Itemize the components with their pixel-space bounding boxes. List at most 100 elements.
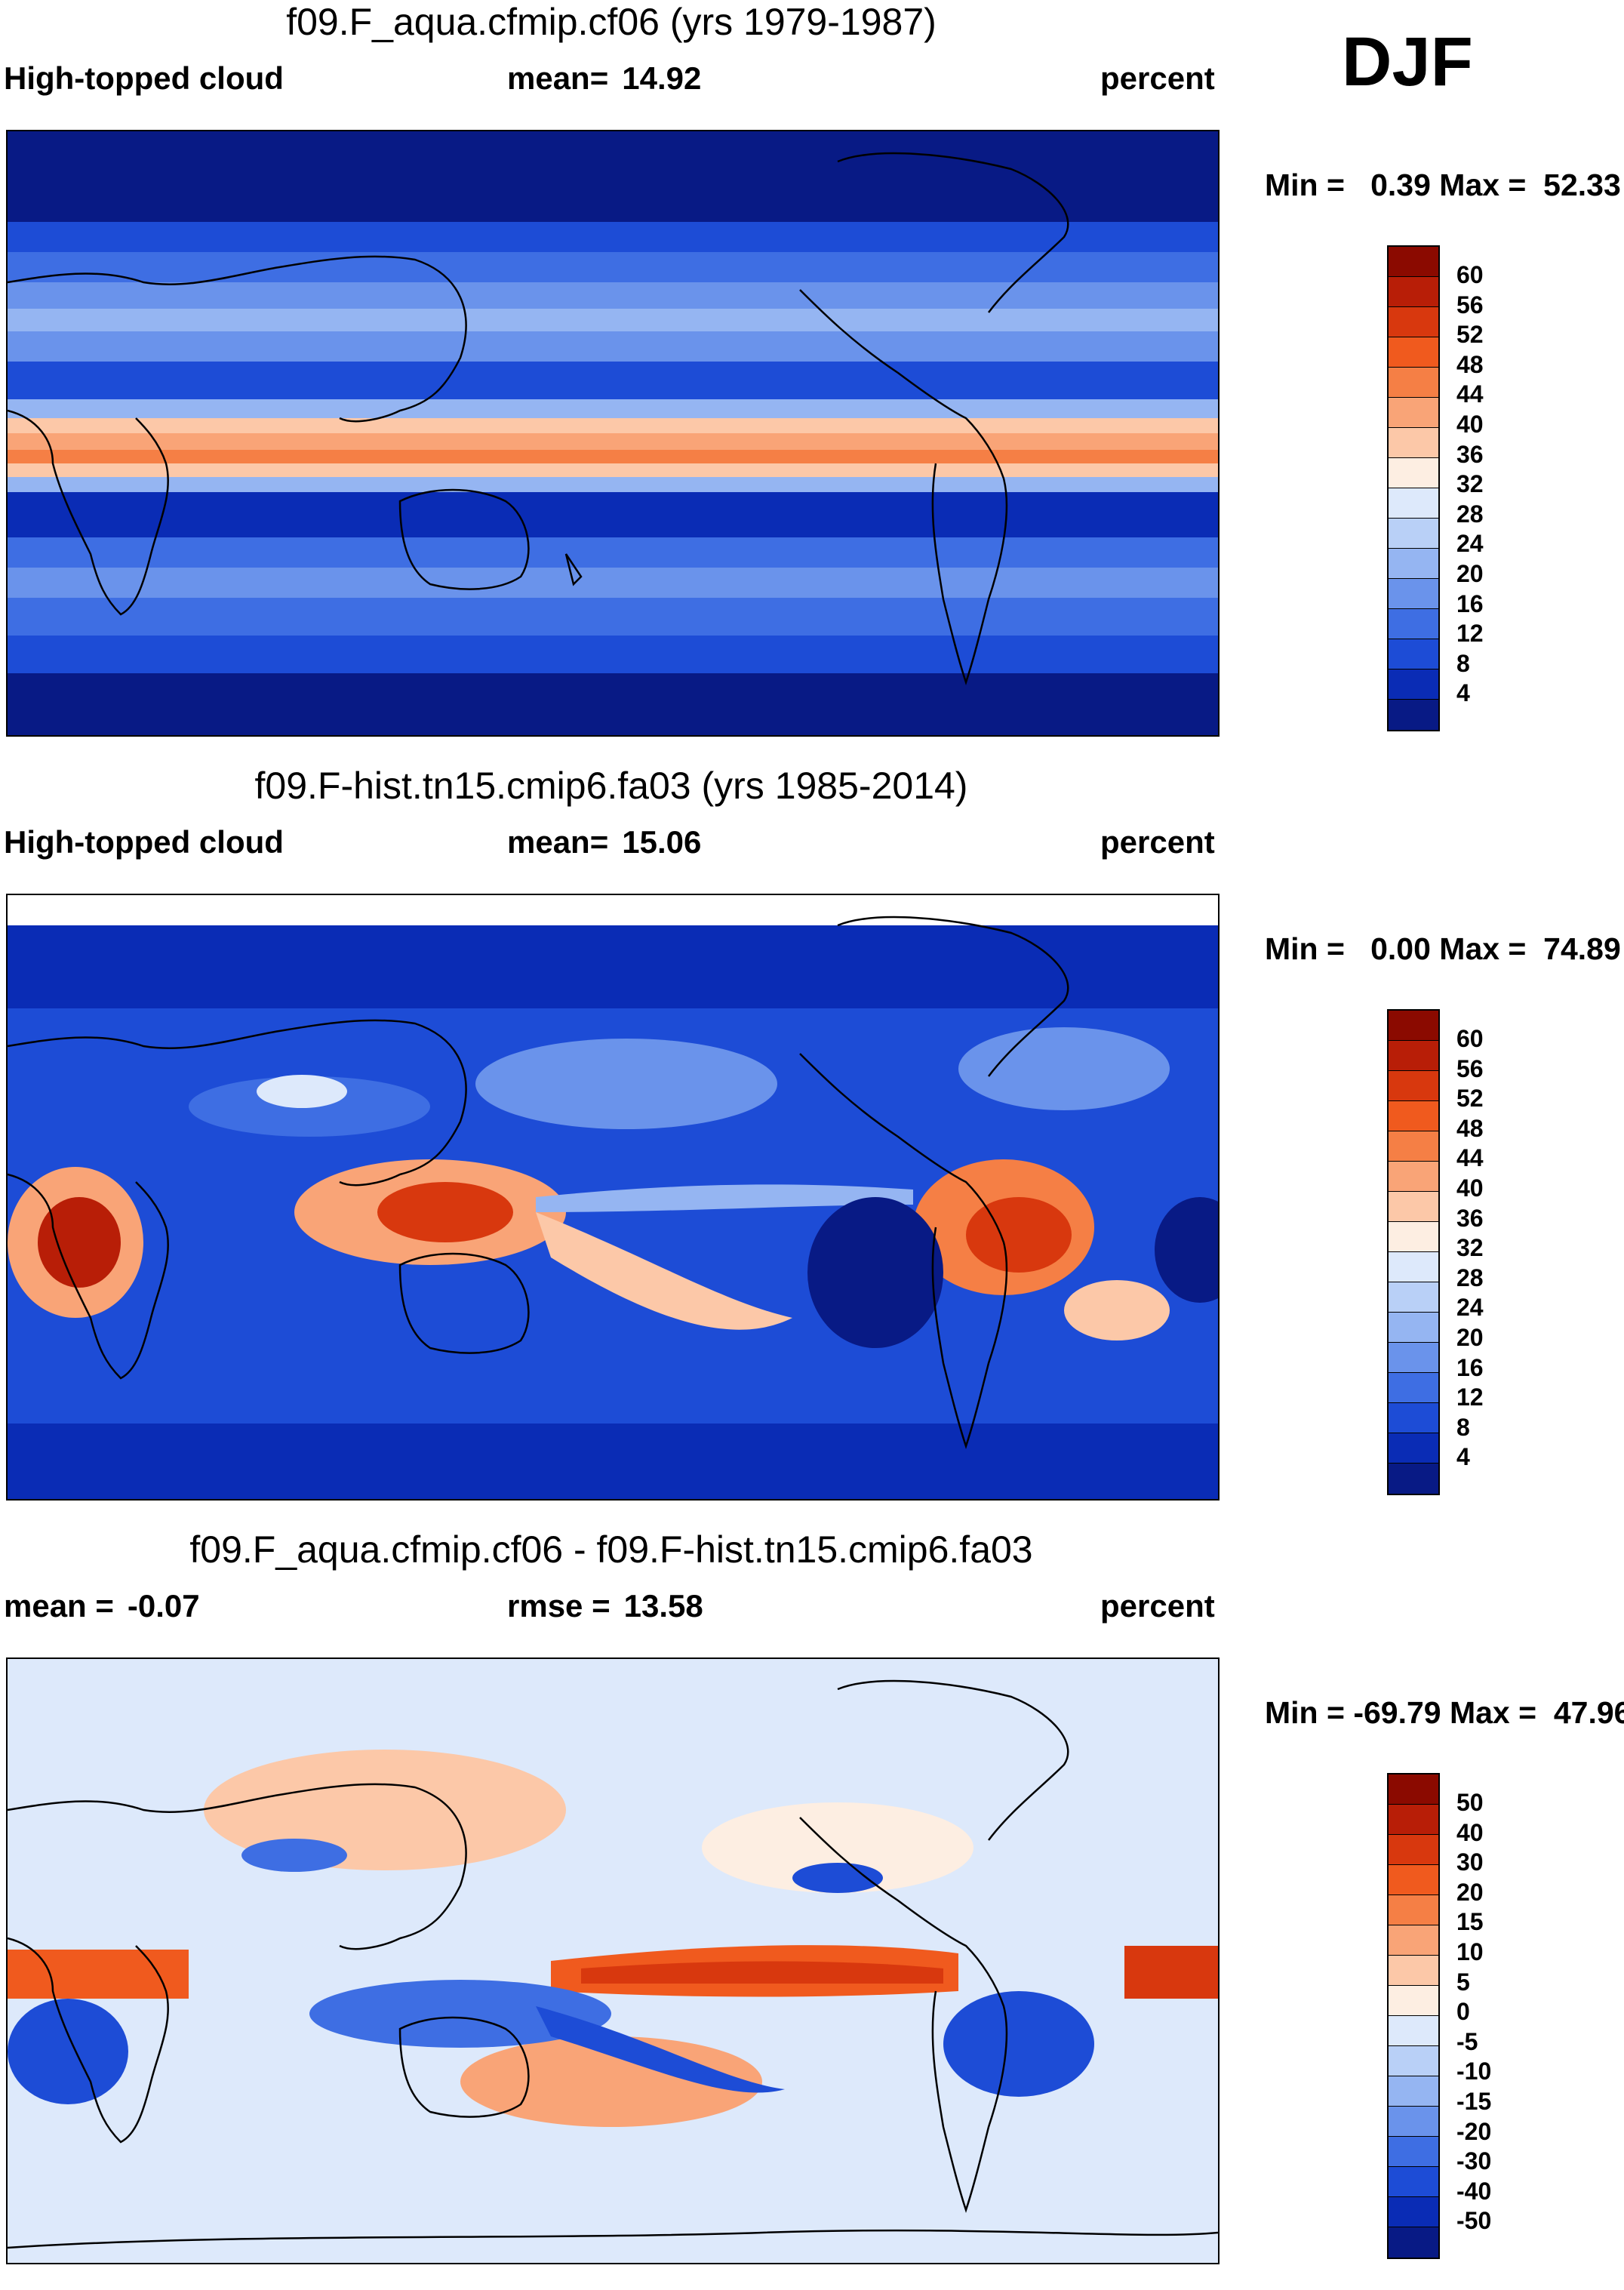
colorbar-swatch xyxy=(1389,549,1438,579)
colorbar-swatch xyxy=(1389,669,1438,700)
colorbar-swatch xyxy=(1389,2227,1438,2258)
band xyxy=(8,331,1218,362)
band xyxy=(8,537,1218,568)
colorbar-swatch xyxy=(1389,1222,1438,1252)
colorbar-swatch xyxy=(1389,1252,1438,1282)
africa-deficit xyxy=(8,1999,128,2104)
atlantic-storm-track xyxy=(958,1027,1170,1110)
map-plot xyxy=(6,130,1220,737)
colorbar-swatch xyxy=(1389,2137,1438,2167)
colorbar xyxy=(1387,1773,1440,2259)
colorbar-swatch xyxy=(1389,307,1438,337)
band xyxy=(8,492,1218,537)
panel-title: f09.F_aqua.cfmip.cf06 (yrs 1979-1987) xyxy=(286,1,937,43)
colorbar-swatch xyxy=(1389,1986,1438,2016)
band xyxy=(8,477,1218,492)
colorbar-swatch xyxy=(1389,609,1438,639)
colorbar-tick-label: -20 xyxy=(1456,2117,1492,2145)
colorbar-tick-label: 56 xyxy=(1456,1054,1484,1082)
colorbar-swatch xyxy=(1389,519,1438,549)
min-max-label: Min = 0.39 Max = 52.33 xyxy=(1265,168,1621,202)
colorbar-tick-label: -30 xyxy=(1456,2147,1492,2175)
tick-spacer xyxy=(1456,1009,1484,1024)
colorbar-swatch xyxy=(1389,1925,1438,1956)
colorbar-swatch xyxy=(1389,579,1438,609)
colorbar-tick-label: 20 xyxy=(1456,559,1484,587)
coast-americas xyxy=(799,1053,1008,1449)
coast-eurasia xyxy=(8,255,467,423)
units-label: percent xyxy=(1100,824,1215,860)
colorbar-ticks: 50 40 30 20 15 10 5 0 -5 -10 -15 -20 -30 -40 -50 xyxy=(1456,1773,1491,2236)
band xyxy=(8,636,1218,673)
mean-value: -0.07 xyxy=(127,1588,200,1624)
band-itcz xyxy=(8,433,1218,450)
coast-greenland xyxy=(837,1679,1069,1841)
colorbar-tick-label: 50 xyxy=(1456,1789,1484,1816)
sacz xyxy=(1064,1280,1170,1340)
band-itcz-core xyxy=(8,450,1218,463)
colorbar-tick-label: 48 xyxy=(1456,350,1484,378)
colorbar-tick-label: 5 xyxy=(1456,1968,1470,1996)
colorbar-tick-label: 4 xyxy=(1456,1443,1470,1471)
colorbar-swatch xyxy=(1389,639,1438,669)
colorbar-swatch xyxy=(1389,1835,1438,1865)
colorbar-tick-label: 12 xyxy=(1456,620,1484,648)
colorbar-tick-label: 28 xyxy=(1456,500,1484,528)
colorbar-swatch xyxy=(1389,2107,1438,2137)
colorbar-swatch xyxy=(1389,1895,1438,1925)
colorbar-swatch xyxy=(1389,277,1438,307)
mean-label: mean= xyxy=(507,60,609,96)
mean-stat: mean = -0.07 xyxy=(4,1588,200,1624)
colorbar-tick-label: 36 xyxy=(1456,1204,1484,1232)
colorbar-tick-label: -5 xyxy=(1456,2027,1478,2055)
band-polar-north xyxy=(8,131,1218,222)
map-svg xyxy=(8,1659,1218,2263)
coast-eurasia xyxy=(8,1019,467,1187)
pacific-storm-track xyxy=(475,1039,777,1129)
colorbar-swatch xyxy=(1389,458,1438,488)
colorbar-tick-label: 52 xyxy=(1456,1085,1484,1113)
map-svg xyxy=(8,131,1218,735)
coastlines xyxy=(8,152,1069,685)
colorbar-swatch xyxy=(1389,1011,1438,1041)
coast-africa xyxy=(8,409,169,616)
colorbar-tick-label: -15 xyxy=(1456,2087,1492,2115)
colorbar-tick-label: 40 xyxy=(1456,1174,1484,1202)
colorbar xyxy=(1387,1009,1440,1495)
colorbar-ticks: 60 56 52 48 44 40 36 32 28 24 20 16 12 8 4 xyxy=(1456,245,1484,709)
colorbar-tick-label: 16 xyxy=(1456,589,1484,617)
atlantic-east-excess xyxy=(1124,1946,1218,1999)
map-plot xyxy=(6,894,1220,1501)
min-max-label: Min = 0.00 Max = 74.89 xyxy=(1265,931,1621,966)
colorbar-tick-label: 12 xyxy=(1456,1384,1484,1411)
colorbar-tick-label: 4 xyxy=(1456,679,1470,707)
colorbar-tick-label: 30 xyxy=(1456,1848,1484,1876)
units-label: percent xyxy=(1100,1588,1215,1624)
rmse-value: 13.58 xyxy=(623,1588,703,1624)
band xyxy=(8,399,1218,418)
colorbar-swatch xyxy=(1389,1343,1438,1373)
colorbar xyxy=(1387,245,1440,731)
colorbar-swatch xyxy=(1389,1041,1438,1071)
coast-australia xyxy=(398,1252,530,1354)
band xyxy=(8,568,1218,598)
colorbar-swatch xyxy=(1389,2167,1438,2197)
amazon-core xyxy=(966,1197,1072,1273)
colorbar-swatch xyxy=(1389,488,1438,519)
colorbar-swatch xyxy=(1389,1282,1438,1313)
colorbar-swatch xyxy=(1389,398,1438,428)
colorbar-swatch xyxy=(1389,1403,1438,1433)
colorbar-tick-label: 8 xyxy=(1456,1413,1470,1441)
coast-africa xyxy=(8,1173,169,1380)
min-max-label: Min = -69.79 Max = 47.96 xyxy=(1265,1695,1624,1730)
coastlines xyxy=(8,916,1069,1449)
band xyxy=(8,309,1218,331)
colorbar-tick-label: 24 xyxy=(1456,530,1484,558)
colorbar-tick-label: 52 xyxy=(1456,321,1484,349)
coast-greenland xyxy=(837,152,1069,313)
band xyxy=(8,463,1218,477)
coast-nz xyxy=(564,553,583,586)
colorbar-swatch xyxy=(1389,1774,1438,1805)
colorbar-tick-label: 48 xyxy=(1456,1114,1484,1142)
tick-spacer xyxy=(1456,1773,1491,1788)
